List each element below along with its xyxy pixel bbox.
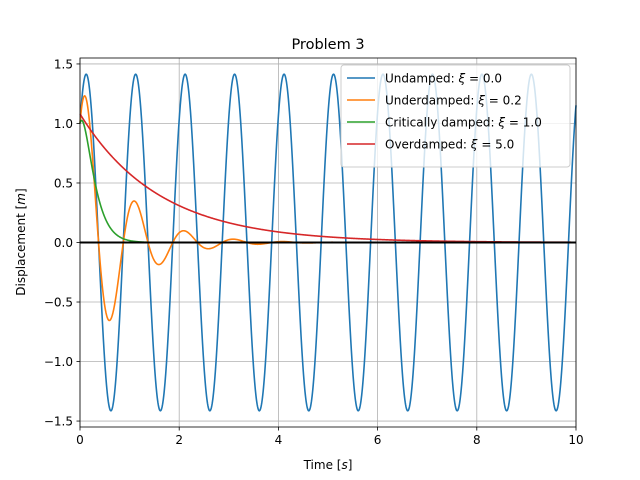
x-tick-label: 6 bbox=[374, 433, 382, 447]
x-tick-label: 0 bbox=[76, 433, 84, 447]
x-tick-label: 10 bbox=[568, 433, 583, 447]
axis-ticks: 0 2 4 6 8 10 −1.5 −1.0 −0.5 0.0 0.5 1.0 1.5 bbox=[44, 57, 584, 447]
y-tick-label: 0.5 bbox=[54, 176, 73, 190]
x-tick-label: 4 bbox=[275, 433, 283, 447]
y-tick-label: 1.5 bbox=[54, 57, 73, 71]
series-lines bbox=[79, 73, 577, 412]
y-tick-label: 0.0 bbox=[54, 236, 73, 250]
y-tick-label: −1.5 bbox=[44, 414, 73, 428]
x-tick-label: 8 bbox=[473, 433, 481, 447]
series-line-0 bbox=[79, 73, 577, 412]
y-tick-label: 1.0 bbox=[54, 117, 73, 131]
chart-title: Problem 3 bbox=[291, 37, 364, 53]
legend-box bbox=[340, 64, 571, 168]
legend: Undamped: ξ = 0.0 Underdamped: ξ = 0.2 Cri… bbox=[340, 64, 571, 168]
legend-entry-2: Critically damped: ξ = 1.0 bbox=[385, 116, 542, 130]
y-tick-label: −1.0 bbox=[44, 355, 73, 369]
legend-entry-0: Undamped: ξ = 0.0 bbox=[385, 72, 502, 86]
legend-entry-3: Overdamped: ξ = 5.0 bbox=[385, 138, 514, 152]
y-axis-label: Displacement [m] bbox=[14, 188, 28, 295]
x-tick-label: 2 bbox=[175, 433, 183, 447]
legend-entry-1: Underdamped: ξ = 0.2 bbox=[385, 94, 522, 108]
y-tick-label: −0.5 bbox=[44, 295, 73, 309]
x-axis-label: Time [s] bbox=[303, 458, 353, 472]
